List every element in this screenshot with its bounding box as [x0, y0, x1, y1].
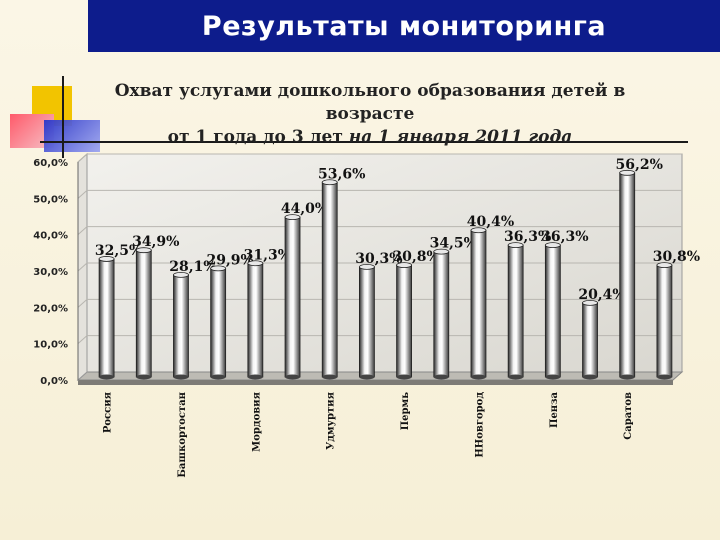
bar — [247, 262, 264, 378]
gridline-side — [77, 262, 88, 272]
bar-top — [470, 227, 487, 234]
bar-value-label: 29,9% — [206, 252, 253, 268]
bar — [433, 251, 450, 378]
bar-value-label: 36,3% — [541, 229, 588, 245]
bar-value-label: 31,3% — [244, 247, 291, 263]
category-label: Пенза — [549, 391, 560, 428]
bar-bottom — [173, 374, 189, 380]
bar-bottom — [210, 374, 226, 380]
bar — [582, 302, 598, 378]
bar — [507, 244, 524, 378]
gridline-side — [77, 335, 88, 345]
bar-top — [98, 256, 115, 262]
category-label: Удмуртия — [326, 391, 337, 449]
bar-value-label: 40,4% — [467, 214, 514, 230]
bar-top — [359, 264, 375, 270]
bar-bottom — [619, 374, 635, 380]
gridline-side — [77, 226, 88, 236]
bar — [470, 229, 487, 378]
category-label: Башкортостан — [177, 392, 188, 478]
category-label: Саратов — [623, 392, 634, 440]
chart-floor-edge — [78, 380, 673, 385]
bar — [619, 172, 636, 378]
bar-top — [247, 260, 264, 267]
bar-value-label: 28,1% — [169, 259, 216, 275]
bar — [210, 267, 227, 378]
y-tick-label: 20,0% — [33, 303, 68, 314]
bar-value-label: 34,5% — [430, 236, 477, 252]
bar-value-label: 32,5% — [95, 243, 142, 259]
bar-bottom — [247, 374, 263, 380]
bar-value-label: 30,3% — [355, 251, 402, 267]
bar-top — [507, 242, 524, 249]
bar — [396, 264, 412, 378]
slide-header: Результаты мониторинга — [88, 0, 720, 52]
bar-top — [396, 262, 412, 268]
bar-top — [582, 299, 598, 306]
y-tick-label: 10,0% — [33, 340, 68, 351]
bar-top — [619, 169, 636, 176]
category-label: Пермь — [400, 392, 411, 430]
decor-horizontal-line — [40, 141, 688, 143]
decor-blue-square — [44, 120, 100, 152]
y-tick-label: 0,0% — [40, 376, 68, 387]
chart-title-line1: Охват услугами дошкольного образования д… — [114, 81, 626, 124]
bar-bottom — [433, 374, 449, 380]
bar-value-label: 34,9% — [132, 234, 179, 250]
bar — [98, 258, 115, 378]
bar-bottom — [285, 374, 301, 380]
bar-bottom — [99, 374, 115, 380]
y-tick-label: 40,0% — [33, 231, 68, 242]
bar-top — [210, 265, 227, 272]
category-label: Мордовия — [251, 391, 262, 451]
bar-top — [321, 179, 338, 186]
gridline-side — [77, 298, 88, 308]
bar-value-label: 30,8% — [392, 249, 439, 265]
category-label: Россия — [103, 391, 114, 433]
category-label: ННовгород — [474, 392, 485, 458]
gridline-side — [77, 153, 88, 163]
slide-title: Результаты мониторинга — [201, 10, 607, 42]
bar-bottom — [396, 374, 412, 380]
bar — [359, 266, 375, 378]
bar-bottom — [359, 374, 375, 380]
bar — [173, 274, 189, 378]
bar-top — [656, 262, 673, 268]
y-tick-label: 50,0% — [33, 194, 68, 205]
decor-vertical-line — [62, 76, 64, 158]
bar-bottom — [136, 374, 152, 380]
y-tick-label: 60,0% — [33, 158, 68, 169]
bar — [284, 216, 301, 378]
bar — [544, 244, 561, 378]
bar-bottom — [545, 374, 561, 380]
chart-title: Охват услугами дошкольного образования д… — [70, 80, 670, 149]
bar-bottom — [470, 374, 486, 380]
bar-value-label: 44,0% — [281, 201, 328, 217]
chart-title-line2-plain: от 1 года до 3 лет — [167, 127, 349, 147]
bar-value-label: 56,2% — [616, 157, 663, 173]
bar-top — [135, 247, 152, 254]
bar-top — [433, 248, 450, 255]
chart-title-line2: от 1 года до 3 лет на 1 января 2011 года — [70, 126, 670, 149]
y-tick-label: 30,0% — [33, 267, 68, 278]
bar-top — [173, 272, 189, 278]
bar-top — [284, 214, 301, 221]
bar — [656, 264, 673, 378]
bar-top — [544, 242, 561, 249]
bar-bottom — [322, 374, 338, 380]
bar-value-label: 30,8% — [653, 249, 700, 265]
gridline-side — [77, 189, 88, 199]
bar-value-label: 53,6% — [318, 166, 365, 182]
bar-bottom — [508, 374, 524, 380]
bar — [321, 181, 338, 378]
bar — [135, 249, 152, 378]
chart-title-line2-italic: на 1 января 2011 года — [348, 127, 573, 147]
bar-bottom — [582, 374, 598, 380]
bar-value-label: 20,4% — [578, 287, 625, 303]
bar-bottom — [656, 374, 672, 380]
bar-value-label: 36,3% — [504, 229, 551, 245]
